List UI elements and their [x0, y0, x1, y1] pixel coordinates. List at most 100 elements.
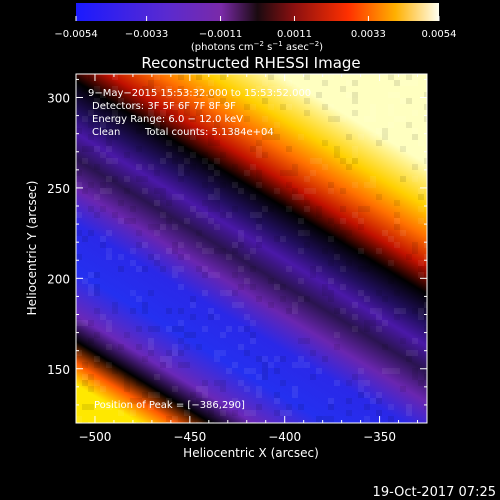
heatmap-pixel — [352, 110, 358, 116]
heatmap-pixel — [88, 320, 94, 326]
heatmap-pixel — [412, 134, 418, 140]
heatmap-pixel — [76, 350, 82, 356]
colorbar-tick-label: −0.0011 — [199, 29, 242, 40]
heatmap-pixel — [196, 92, 202, 98]
heatmap-pixel — [88, 386, 94, 392]
heatmap-pixel — [346, 164, 352, 170]
annotation-detectors: Detectors: 3F 5F 6F 7F 8F 9F — [92, 101, 236, 112]
heatmap-pixel — [370, 182, 376, 188]
heatmap-pixel — [196, 110, 202, 116]
heatmap-pixel — [172, 110, 178, 116]
heatmap-pixel — [112, 116, 118, 122]
heatmap-pixel — [166, 362, 172, 368]
heatmap-pixel — [250, 410, 256, 416]
footer-timestamp: 19-Oct-2017 07:25 — [373, 485, 496, 500]
heatmap-pixel — [160, 128, 166, 134]
heatmap-pixel — [112, 158, 118, 164]
heatmap-pixel — [274, 122, 280, 128]
heatmap-pixel — [106, 158, 112, 164]
heatmap-pixel — [202, 74, 208, 80]
heatmap-pixel — [172, 242, 178, 248]
heatmap-pixel — [226, 290, 232, 296]
annotation-time-range: 9−May−2015 15:53:32.000 to 15:53:52.000 — [88, 88, 311, 99]
heatmap-pixel — [280, 104, 286, 110]
heatmap-pixel — [214, 188, 220, 194]
heatmap-pixel — [364, 266, 370, 272]
heatmap-pixel — [274, 134, 280, 140]
heatmap-pixel — [154, 128, 160, 134]
heatmap-pixel — [106, 362, 112, 368]
heatmap-pixel — [256, 86, 262, 92]
heatmap-pixel — [352, 326, 358, 332]
heatmap-pixel — [418, 194, 424, 200]
heatmap-pixel — [208, 248, 214, 254]
heatmap-pixel — [124, 332, 130, 338]
heatmap-pixel — [316, 368, 322, 374]
heatmap-pixel — [148, 86, 154, 92]
heatmap-pixel — [328, 116, 334, 122]
heatmap-pixel — [220, 380, 226, 386]
heatmap-pixel — [370, 398, 376, 404]
heatmap-pixel — [292, 392, 298, 398]
heatmap-pixel — [286, 206, 292, 212]
heatmap-pixel — [424, 254, 427, 260]
heatmap-pixel — [328, 104, 334, 110]
heatmap-pixel — [298, 404, 304, 410]
heatmap-pixel — [340, 158, 346, 164]
heatmap-pixel — [268, 134, 274, 140]
heatmap-pixel — [160, 158, 166, 164]
colorbar-ticks: −0.0054 −0.0033 −0.0011 0.0011 0.0033 0.0054 — [54, 16, 457, 40]
heatmap-pixel — [172, 326, 178, 332]
heatmap-pixel — [136, 146, 142, 152]
heatmap-pixel — [202, 212, 208, 218]
heatmap-pixel — [190, 164, 196, 170]
heatmap-pixel — [250, 212, 256, 218]
heatmap-pixel — [418, 260, 424, 266]
heatmap-pixel — [196, 242, 202, 248]
heatmap-pixel — [154, 254, 160, 260]
heatmap-pixel — [94, 290, 100, 296]
heatmap-pixel — [394, 224, 400, 230]
heatmap-pixel — [394, 218, 400, 224]
heatmap-pixel — [136, 164, 142, 170]
heatmap-pixel — [82, 374, 88, 380]
heatmap-pixel — [250, 332, 256, 338]
heatmap-pixel — [76, 182, 82, 188]
axis-ticks: −500 −450 −400 −350 150 200 250 300 — [47, 74, 427, 444]
heatmap-pixel — [310, 266, 316, 272]
heatmap-pixel — [148, 254, 154, 260]
heatmap-pixel — [100, 236, 106, 242]
heatmap-pixel — [418, 380, 424, 386]
heatmap-pixel — [202, 326, 208, 332]
heatmap-pixel — [406, 74, 412, 80]
heatmap-pixel — [190, 206, 196, 212]
heatmap-pixel — [304, 230, 310, 236]
heatmap-pixel — [106, 230, 112, 236]
heatmap-pixel — [208, 98, 214, 104]
heatmap-pixel — [262, 206, 268, 212]
heatmap-pixel — [418, 140, 424, 146]
colorbar-tick-label: 0.0054 — [422, 29, 457, 40]
heatmap-pixel — [166, 140, 172, 146]
heatmap-pixel — [202, 392, 208, 398]
heatmap-pixel — [418, 308, 424, 314]
heatmap-pixel — [214, 122, 220, 128]
heatmap-pixel — [88, 290, 94, 296]
heatmap-pixel — [394, 200, 400, 206]
heatmap-pixel — [160, 122, 166, 128]
heatmap-pixel — [334, 308, 340, 314]
heatmap-pixel — [376, 140, 382, 146]
heatmap-pixel — [100, 122, 106, 128]
heatmap-pixel — [364, 296, 370, 302]
heatmap-pixel — [406, 410, 412, 416]
heatmap-pixel — [256, 188, 262, 194]
heatmap-pixel — [382, 128, 388, 134]
heatmap-pixel — [238, 230, 244, 236]
heatmap-pixel — [124, 386, 130, 392]
heatmap-pixel — [94, 284, 100, 290]
heatmap-pixel — [100, 386, 106, 392]
heatmap-pixel — [166, 350, 172, 356]
heatmap-pixel — [202, 386, 208, 392]
heatmap-pixel — [232, 410, 238, 416]
heatmap-pixel — [328, 278, 334, 284]
